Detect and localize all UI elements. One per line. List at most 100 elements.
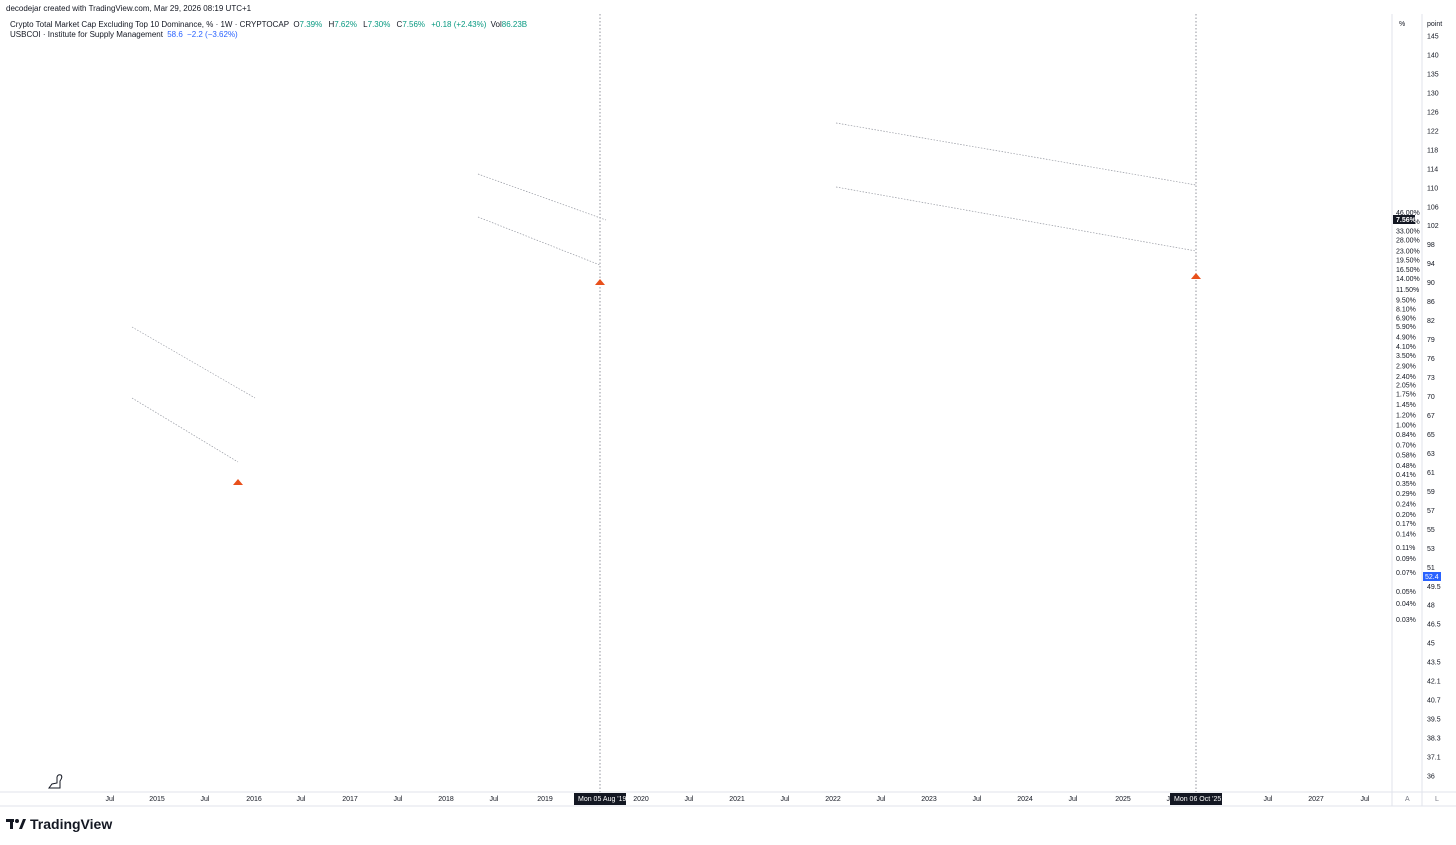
last-ism-badge (1423, 572, 1441, 581)
right-tick-label: 70 (1427, 394, 1435, 401)
x-tick-label: 2022 (825, 796, 841, 803)
channel-2022-upper[interactable] (835, 122, 1197, 186)
x-tick-label: Jul (490, 796, 499, 803)
right-tick-label: 63 (1427, 451, 1435, 458)
right-tick-label: 130 (1427, 90, 1439, 97)
legend-crypto-name: Crypto Total Market Cap Excluding Top 10… (10, 20, 290, 29)
tradingview-brand[interactable]: TradingView (6, 814, 112, 834)
right-scale-unit[interactable]: point (1427, 21, 1442, 28)
marker-arrow-2019 (595, 279, 605, 285)
left-tick-label: 0.58% (1396, 453, 1416, 460)
channel-2022-lower[interactable] (835, 186, 1197, 252)
right-tick-label: 48 (1427, 603, 1435, 610)
legend-crypto-h: H7.62% (328, 20, 357, 29)
x-tick-label: Jul (297, 796, 306, 803)
crosshair-date-2025: Mon 06 Oct '25 (1174, 796, 1221, 803)
right-tick-label: 106 (1427, 204, 1439, 211)
right-tick-label: 94 (1427, 261, 1435, 268)
x-tick-label: 2020 (633, 796, 649, 803)
left-tick-label: 1.75% (1396, 391, 1416, 398)
left-tick-label: 16.50% (1396, 267, 1420, 274)
x-tick-label: 2015 (149, 796, 165, 803)
last-price-badge (1393, 215, 1415, 224)
x-tick-label: Jul (106, 796, 115, 803)
right-tick-label: 51 (1427, 565, 1435, 572)
legend-crypto-vol: Vol86.23B (490, 20, 528, 29)
log-scale-button[interactable]: L (1435, 796, 1439, 803)
right-tick-label: 46.5 (1427, 622, 1441, 629)
channel-2015-lower[interactable] (131, 397, 239, 463)
right-tick-label: 73 (1427, 375, 1435, 382)
right-tick-label: 79 (1427, 337, 1435, 344)
left-tick-label: 3.50% (1396, 353, 1416, 360)
right-tick-label: 135 (1427, 71, 1439, 78)
channel-2018-upper[interactable] (477, 173, 607, 221)
right-tick-label: 140 (1427, 53, 1439, 60)
x-tick-label: Jul (1069, 796, 1078, 803)
marker-arrow-2025 (1191, 273, 1201, 279)
x-tick-label: 2018 (438, 796, 454, 803)
left-tick-label: 11.50% (1396, 287, 1419, 294)
right-tick-label: 40.7 (1427, 698, 1441, 705)
left-tick-label: 1.45% (1396, 402, 1416, 409)
x-tick-label: Jul (1264, 796, 1273, 803)
legend-ism-change: −2.2 (−3.62%) (187, 30, 238, 39)
right-tick-label: 98 (1427, 242, 1435, 249)
x-tick-label: 2025 (1115, 796, 1131, 803)
right-tick-label: 43.5 (1427, 660, 1441, 667)
legend-ism-value: 58.6 (167, 30, 183, 39)
channel-2018-lower[interactable] (477, 216, 601, 266)
x-tick-label: Jul (781, 796, 790, 803)
right-tick-label: 57 (1427, 508, 1435, 515)
legend-series-ism[interactable]: USBCOI · Institute for Supply Management… (10, 30, 240, 40)
crosshair-date-badge-2025 (1170, 793, 1222, 805)
left-scale-unit[interactable]: % (1399, 21, 1405, 28)
left-tick-label: 0.17% (1396, 521, 1416, 528)
legend-series-crypto[interactable]: Crypto Total Market Cap Excluding Top 10… (10, 20, 531, 30)
marker-arrow-2015 (233, 479, 243, 485)
right-tick-label: 76 (1427, 356, 1435, 363)
left-tick-label: 2.40% (1396, 374, 1416, 381)
trend-channels (131, 122, 1197, 463)
left-tick-label: 0.14% (1396, 532, 1416, 539)
right-tick-label: 42.1 (1427, 679, 1441, 686)
x-tick-label: 2017 (342, 796, 358, 803)
legend-crypto-o: O7.39% (293, 20, 323, 29)
left-tick-label: 19.50% (1396, 258, 1420, 265)
x-tick-label: 2021 (729, 796, 745, 803)
auto-scale-button[interactable]: A (1405, 796, 1410, 803)
right-tick-label: 86 (1427, 299, 1435, 306)
left-tick-label: 0.09% (1396, 556, 1416, 563)
channel-2015-upper[interactable] (131, 326, 256, 399)
left-tick-label: 0.48% (1396, 463, 1416, 470)
left-tick-label: 0.29% (1396, 491, 1416, 498)
right-tick-label: 37.1 (1427, 755, 1441, 762)
x-tick-label: Jul (685, 796, 694, 803)
x-tick-label: Jul (973, 796, 982, 803)
left-tick-label: 9.50% (1396, 298, 1416, 305)
left-tick-label: 0.41% (1396, 472, 1416, 479)
left-tick-label: 0.11% (1396, 545, 1415, 552)
right-tick-label: 67 (1427, 413, 1435, 420)
right-tick-label: 55 (1427, 527, 1435, 534)
right-tick-label: 90 (1427, 280, 1435, 287)
right-tick-label: 36 (1427, 774, 1435, 781)
right-tick-label: 38.3 (1427, 736, 1441, 743)
left-tick-label: 4.90% (1396, 334, 1416, 341)
left-tick-label: 23.00% (1396, 249, 1420, 256)
left-tick-label: 14.00% (1396, 276, 1420, 283)
left-tick-label: 5.90% (1396, 324, 1416, 331)
x-tick-label: Jul (201, 796, 210, 803)
x-tick-label: Jul (1361, 796, 1370, 803)
left-tick-label: 28.00% (1396, 238, 1420, 245)
last-ism-label: 52.4 (1425, 574, 1439, 581)
tradingview-wordmark: TradingView (30, 816, 113, 832)
right-tick-label: 39.5 (1427, 717, 1441, 724)
right-tick-label: 145 (1427, 34, 1439, 41)
left-tick-label: 0.24% (1396, 502, 1416, 509)
left-tick-label: 2.90% (1396, 363, 1416, 370)
left-tick-label: 0.04% (1396, 601, 1416, 608)
left-tick-label: 0.03% (1396, 617, 1416, 624)
x-tick-label: Jul (877, 796, 886, 803)
